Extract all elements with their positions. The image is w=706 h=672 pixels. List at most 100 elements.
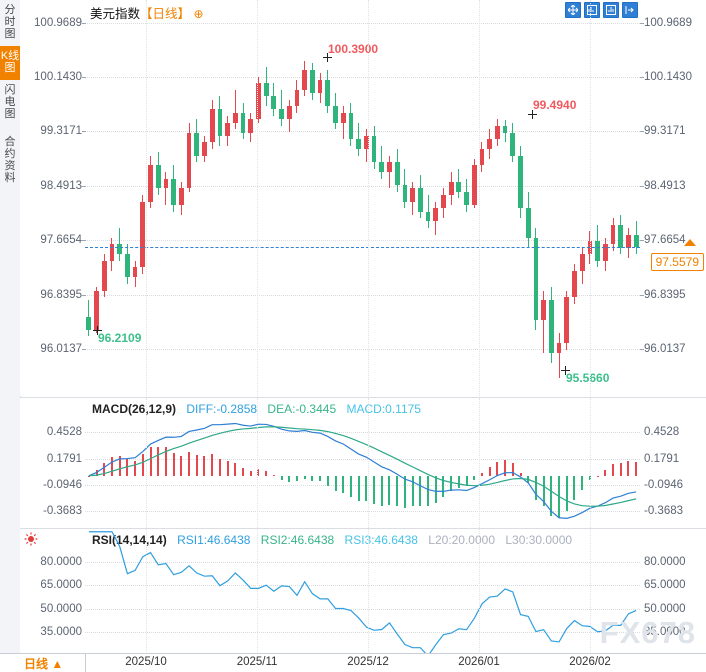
annotation-crosshair: [561, 366, 570, 375]
price-axis-tick: [82, 240, 86, 242]
candle-body: [448, 181, 454, 196]
candle-body: [618, 224, 624, 248]
sidebar-item-kline[interactable]: K线图: [0, 46, 20, 80]
sidebar-item-timeshare[interactable]: 分时图: [0, 0, 20, 46]
rsi-axis-label-left: 65.0000: [40, 579, 82, 592]
chart-right-icon[interactable]: [603, 2, 619, 18]
annotation-crosshair: [93, 326, 102, 335]
sidebar-item-kline-label: K线图: [0, 50, 20, 74]
expand-right-icon[interactable]: [622, 2, 638, 18]
candle-body: [510, 132, 516, 156]
macd-axis-label-left: -0.0946: [42, 478, 82, 491]
period-tag[interactable]: 日线 ▲: [24, 657, 64, 671]
annotation-crosshair: [323, 53, 332, 62]
macd-histogram-bar: [627, 461, 630, 476]
sidebar-item-contract-info[interactable]: 合约资料: [0, 132, 20, 190]
price-gridline: [85, 294, 640, 296]
current-price-line: [85, 247, 640, 249]
rsi-alert-icon[interactable]: [24, 532, 38, 546]
candle-body: [548, 300, 554, 354]
price-axis-label-right: 100.9689: [644, 16, 692, 29]
macd-histogram-bar: [303, 475, 306, 479]
candle-wick: [119, 227, 121, 261]
candle-body: [163, 178, 169, 189]
x-axis-label: 2025/12: [347, 656, 389, 668]
candle-body: [140, 201, 146, 268]
macd-histogram-bar: [195, 454, 198, 476]
macd-histogram-bar: [411, 475, 414, 506]
candle-wick: [427, 195, 429, 228]
price-axis-tick: [640, 348, 644, 350]
current-price-tag[interactable]: 97.5579: [650, 253, 704, 272]
sidebar-item-lightning[interactable]: 闪电图: [0, 80, 20, 126]
macd-histogram-bar: [280, 475, 283, 480]
candle-body: [533, 237, 539, 321]
candle-body: [125, 254, 130, 278]
macd-histogram-bar: [349, 475, 352, 498]
candle-body: [148, 165, 153, 202]
candle-body: [217, 109, 223, 136]
macd-macd-value: MACD:0.1175: [346, 402, 421, 416]
candle-body: [348, 112, 354, 140]
candle-body: [325, 79, 331, 107]
macd-histogram-bar: [126, 459, 129, 476]
macd-histogram-bar: [380, 475, 383, 506]
candle-body: [232, 112, 238, 123]
sidebar-item-lightning-label: 闪电图: [4, 84, 16, 120]
macd-histogram-bar: [619, 463, 622, 476]
macd-gridline: [85, 511, 640, 513]
macd-histogram-bar: [635, 461, 638, 476]
macd-histogram-bar: [242, 468, 245, 476]
time-gridline: [146, 529, 148, 654]
price-axis-label-right: 100.1430: [644, 71, 692, 83]
rsi-axis-label-right: 65.0000: [644, 579, 686, 592]
macd-axis-label-left: -0.3683: [42, 505, 82, 518]
candle-body: [441, 195, 446, 209]
candle-body: [387, 162, 392, 173]
current-price-arrow: [684, 239, 696, 247]
macd-histogram-bar: [203, 456, 206, 476]
rsi-axis-label-right: 50.0000: [644, 602, 686, 615]
macd-histogram-bar: [450, 475, 453, 492]
macd-histogram-bar: [604, 470, 607, 476]
macd-gridline: [85, 432, 640, 434]
move-icon[interactable]: [565, 2, 581, 18]
candle-body: [194, 132, 200, 156]
x-axis-label: 2025/10: [125, 656, 167, 668]
macd-histogram-bar: [172, 453, 175, 476]
macd-panel: MACD(26,12,9) DIFF:-0.2858 DEA:-0.3445 M…: [20, 397, 706, 528]
rsi-plot-area[interactable]: [85, 529, 640, 657]
macd-diff-value: DIFF:-0.2858: [186, 402, 258, 416]
price-gridline: [85, 348, 640, 350]
macd-gridline: [85, 458, 640, 460]
macd-title: MACD(26,12,9) DIFF:-0.2858 DEA:-0.3445 M…: [92, 402, 421, 416]
macd-histogram-bar: [272, 474, 275, 476]
macd-axis-label-left: 0.1791: [46, 452, 82, 465]
macd-histogram-bar: [211, 454, 214, 476]
time-gridline: [590, 0, 592, 396]
macd-histogram-bar: [265, 470, 268, 476]
candle-body: [171, 178, 177, 205]
rsi-gridline: [85, 585, 640, 587]
price-plot-area[interactable]: 100.3900 99.4940 96.2109 95.5660: [85, 0, 640, 396]
macd-histogram-bar: [511, 463, 514, 476]
macd-histogram-bar: [465, 475, 468, 487]
x-axis-label: 2025/11: [236, 656, 278, 668]
settings-icon[interactable]: ⊕: [193, 7, 204, 21]
left-sidebar: 分时图 K线图 闪电图 合约资料: [0, 0, 21, 653]
rsi-axis-label-left: 35.0000: [40, 626, 82, 639]
price-axis-tick: [640, 131, 644, 133]
macd-axis-label-right: 0.1791: [644, 452, 680, 465]
macd-plot-area[interactable]: [85, 398, 640, 528]
rsi-axis-label-left: 50.0000: [40, 602, 82, 615]
price-axis-tick: [82, 131, 86, 133]
candle-body: [471, 165, 477, 205]
price-gridline: [85, 131, 640, 133]
rsi-line: [88, 531, 637, 657]
candle-body: [94, 290, 99, 331]
rsi-title: RSI(14,14,14) RSI1:46.6438 RSI2:46.6438 …: [92, 533, 572, 547]
macd-histogram-bar: [342, 475, 345, 493]
candle-body: [487, 139, 493, 149]
candle-wick: [165, 172, 167, 205]
candle-body: [186, 132, 192, 189]
